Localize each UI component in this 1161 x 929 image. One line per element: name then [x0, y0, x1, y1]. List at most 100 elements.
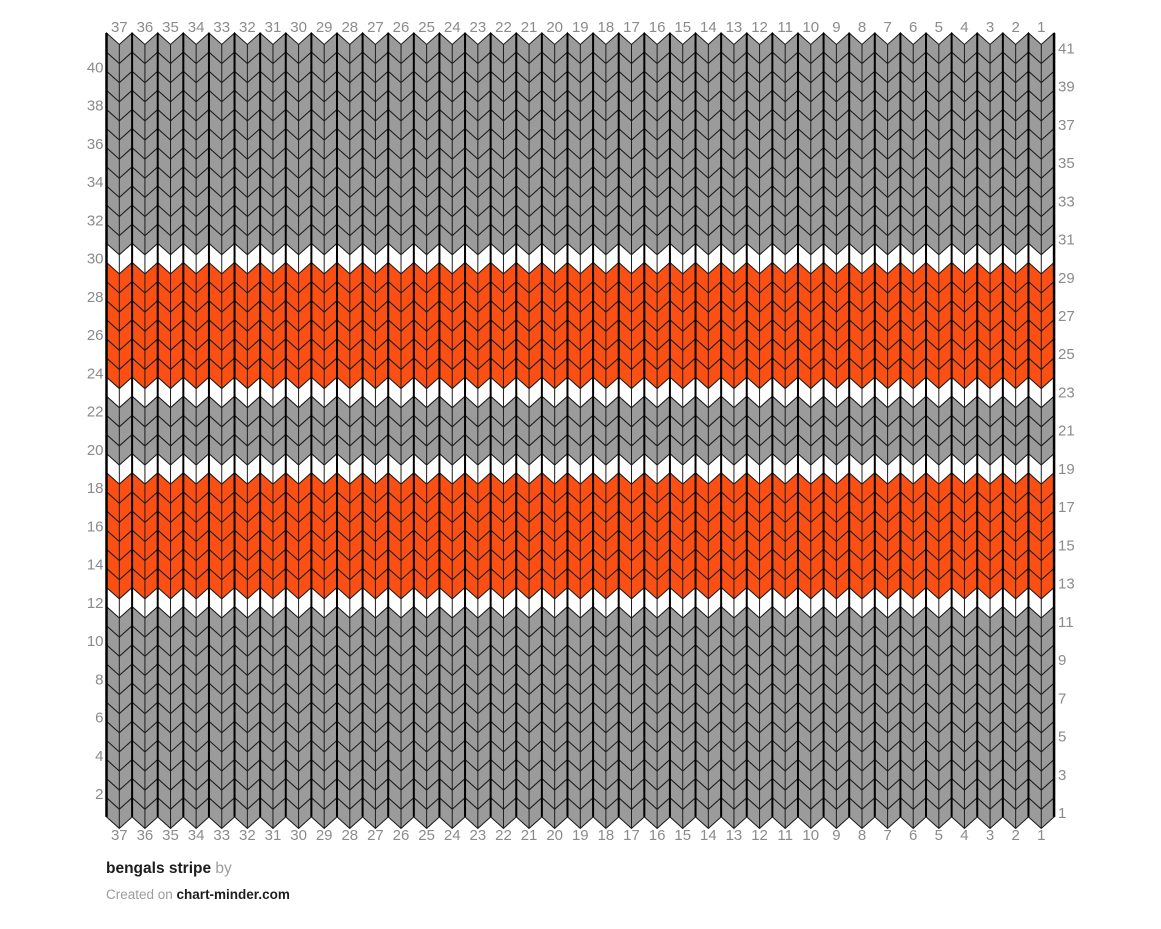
chart-row [106, 701, 1055, 734]
chart-row [106, 280, 1055, 313]
col-number-top: 16 [649, 19, 666, 36]
col-number-top: 23 [470, 19, 487, 36]
row-number-left: 8 [95, 671, 103, 688]
row-number-left: 26 [87, 327, 104, 344]
col-number-bottom: 3 [986, 827, 994, 844]
col-number-bottom: 17 [623, 827, 640, 844]
col-number-top: 29 [316, 19, 333, 36]
col-number-bottom: 4 [960, 827, 968, 844]
row-number-right: 15 [1058, 537, 1075, 554]
row-number-right: 13 [1058, 576, 1075, 593]
row-number-right: 7 [1058, 690, 1066, 707]
row-number-left: 18 [87, 480, 104, 497]
col-number-top: 31 [265, 19, 282, 36]
col-number-bottom: 7 [883, 827, 891, 844]
col-number-bottom: 18 [598, 827, 615, 844]
chart-row [106, 31, 1055, 65]
col-number-bottom: 31 [265, 827, 282, 844]
col-number-top: 37 [111, 19, 128, 36]
col-number-bottom: 34 [188, 827, 205, 844]
col-number-top: 11 [777, 19, 793, 36]
left-row-numbers: 40 38 36 34 32 30 28 26 24 22 20 18 16 14 12 10 8 6 4 2 [87, 59, 104, 803]
chart-row [106, 146, 1055, 180]
col-number-top: 34 [188, 19, 205, 36]
chart-row [106, 261, 1055, 294]
chart-row [106, 643, 1055, 677]
pattern-byline: by [211, 860, 232, 877]
col-number-top: 4 [960, 19, 968, 36]
col-number-top: 5 [935, 19, 943, 36]
chart-row [106, 796, 1055, 830]
col-number-top: 18 [598, 19, 615, 36]
col-number-bottom: 25 [418, 827, 435, 844]
chart-row [106, 242, 1055, 275]
col-number-top: 21 [521, 19, 538, 36]
row-number-right: 39 [1058, 79, 1075, 96]
col-number-bottom: 10 [802, 827, 819, 844]
col-number-bottom: 6 [909, 827, 917, 844]
col-number-top: 24 [444, 19, 461, 36]
chart-row [106, 376, 1055, 409]
row-number-left: 38 [87, 98, 104, 115]
chart-row [106, 184, 1055, 218]
col-number-bottom: 24 [444, 827, 461, 844]
col-number-bottom: 28 [341, 827, 358, 844]
chart-row [106, 548, 1055, 581]
col-number-top: 12 [751, 19, 768, 36]
row-number-right: 27 [1058, 308, 1075, 325]
row-number-right: 21 [1058, 423, 1075, 440]
footer-credit-line: Created on chart-minder.com [106, 887, 290, 903]
chart-row [106, 681, 1055, 715]
row-number-left: 12 [87, 595, 104, 612]
chart-row [106, 414, 1055, 447]
col-number-bottom: 21 [521, 827, 538, 844]
row-number-right: 5 [1058, 729, 1066, 746]
col-number-bottom: 15 [674, 827, 691, 844]
col-number-top: 17 [623, 19, 640, 36]
chart-row [106, 337, 1055, 371]
col-number-top: 28 [341, 19, 358, 36]
chart-row [106, 70, 1055, 103]
chart-row [106, 127, 1055, 160]
row-number-left: 16 [87, 518, 104, 535]
col-number-bottom: 1 [1037, 827, 1045, 844]
stitch-grid [106, 31, 1055, 830]
footer-title-line: bengals stripe by [106, 860, 290, 877]
col-number-bottom: 8 [858, 827, 866, 844]
row-number-right: 9 [1058, 652, 1066, 669]
col-number-top: 13 [726, 19, 743, 36]
chart-row [106, 299, 1055, 332]
row-number-right: 29 [1058, 270, 1075, 287]
col-number-top: 6 [909, 19, 917, 36]
row-number-left: 22 [87, 404, 104, 421]
chart-row [106, 395, 1055, 428]
col-number-top: 15 [674, 19, 691, 36]
col-number-top: 10 [802, 19, 819, 36]
row-number-left: 24 [87, 365, 104, 382]
col-number-top: 30 [290, 19, 307, 36]
chart-row [106, 165, 1055, 199]
col-number-top: 7 [883, 19, 891, 36]
row-number-left: 6 [95, 710, 103, 727]
col-number-top: 19 [572, 19, 589, 36]
row-number-right: 17 [1058, 499, 1075, 516]
col-number-top: 2 [1011, 19, 1019, 36]
row-number-right: 11 [1058, 614, 1074, 631]
row-number-left: 34 [87, 174, 104, 191]
chart-footer: bengals stripe by Created on chart-minde… [106, 860, 290, 903]
row-number-right: 33 [1058, 193, 1075, 210]
col-number-top: 36 [137, 19, 154, 36]
col-number-bottom: 23 [470, 827, 487, 844]
column-boundary-lines [105, 33, 1056, 817]
col-number-bottom: 5 [935, 827, 943, 844]
col-number-bottom: 20 [546, 827, 563, 844]
row-number-right: 25 [1058, 346, 1075, 363]
bottom-column-numbers: 37 36 35 34 33 32 31 30 29 28 27 26 25 24 23 22 21 20 19 18… [111, 827, 1045, 844]
row-number-left: 14 [87, 557, 104, 574]
col-number-bottom: 9 [832, 827, 840, 844]
chart-row [106, 108, 1055, 141]
col-number-top: 27 [367, 19, 384, 36]
row-number-right: 1 [1058, 805, 1066, 822]
